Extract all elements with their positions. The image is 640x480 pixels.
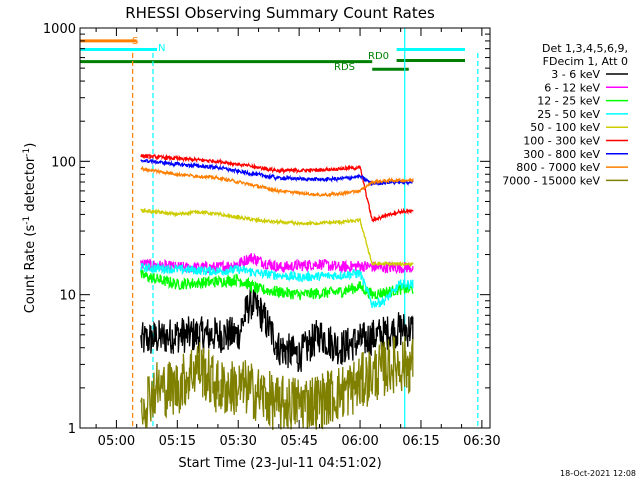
legend-entry-label: 6 - 12 keV xyxy=(544,81,600,94)
series-800-7000keV-line xyxy=(140,165,414,198)
x-tick-label: 05:30 xyxy=(219,434,256,449)
x-tick-label: 06:15 xyxy=(402,434,439,449)
legend-header-line-2: FDecim 1, Att 0 xyxy=(543,55,628,68)
render-timestamp: 18-Oct-2021 12:08 xyxy=(560,469,636,478)
observing-flags: SNNRD0RD0RDS xyxy=(80,36,465,73)
x-tick-label: 06:30 xyxy=(463,434,500,449)
y-tick-label: 100 xyxy=(51,155,76,170)
count-rate-series xyxy=(140,153,414,431)
flag-n-label: N xyxy=(158,43,165,54)
flag-rd0-label: RD0 xyxy=(368,51,389,62)
plot-frame xyxy=(79,27,491,429)
legend-entry-label: 3 - 6 keV xyxy=(551,68,600,81)
series-25-50keV-line xyxy=(140,261,414,308)
legend-header-line-1: Det 1,3,4,5,6,9, xyxy=(542,42,628,55)
series-50-100keV-line xyxy=(140,207,414,268)
legend-entry-label: 300 - 800 keV xyxy=(523,148,600,161)
legend-entry-label: 7000 - 15000 keV xyxy=(502,174,600,187)
x-tick-label: 05:00 xyxy=(98,434,135,449)
legend-entry-label: 800 - 7000 keV xyxy=(516,161,600,174)
series-3-6keV-line xyxy=(140,283,414,372)
y-tick-label: 1 xyxy=(68,422,76,437)
x-tick-label: 06:00 xyxy=(341,434,378,449)
x-tick-label: 05:45 xyxy=(280,434,317,449)
x-tick-label: 05:15 xyxy=(159,434,196,449)
legend-entry-label: 25 - 50 keV xyxy=(537,108,600,121)
y-tick-label: 1000 xyxy=(43,22,76,37)
series-100-300keV-line xyxy=(140,153,414,223)
legend-entry-label: 12 - 25 keV xyxy=(537,95,600,108)
chart-title: RHESSI Observing Summary Count Rates xyxy=(125,4,435,22)
plot-axes: 1 10 100 1000 05:00 05:15 05:30 05:45 06:00 06:15… xyxy=(43,22,501,449)
flag-rds-label: RDS xyxy=(334,62,355,73)
y-axis-label: Count Rate (s-1 detector-1) xyxy=(22,143,38,314)
series-300-800keV-line xyxy=(140,158,414,187)
x-axis-label: Start Time (23-Jul-11 04:51:02) xyxy=(178,456,381,471)
legend-entry-label: 100 - 300 keV xyxy=(523,135,600,148)
legend-entry-label: 50 - 100 keV xyxy=(530,121,600,134)
series-6-12keV-line xyxy=(140,252,414,275)
legend: Det 1,3,4,5,6,9,FDecim 1, Att 03 - 6 keV… xyxy=(502,42,628,187)
y-tick-label: 10 xyxy=(59,289,76,304)
flag-s-label: S xyxy=(132,36,138,47)
series-7000-15000keV-line xyxy=(140,335,414,431)
